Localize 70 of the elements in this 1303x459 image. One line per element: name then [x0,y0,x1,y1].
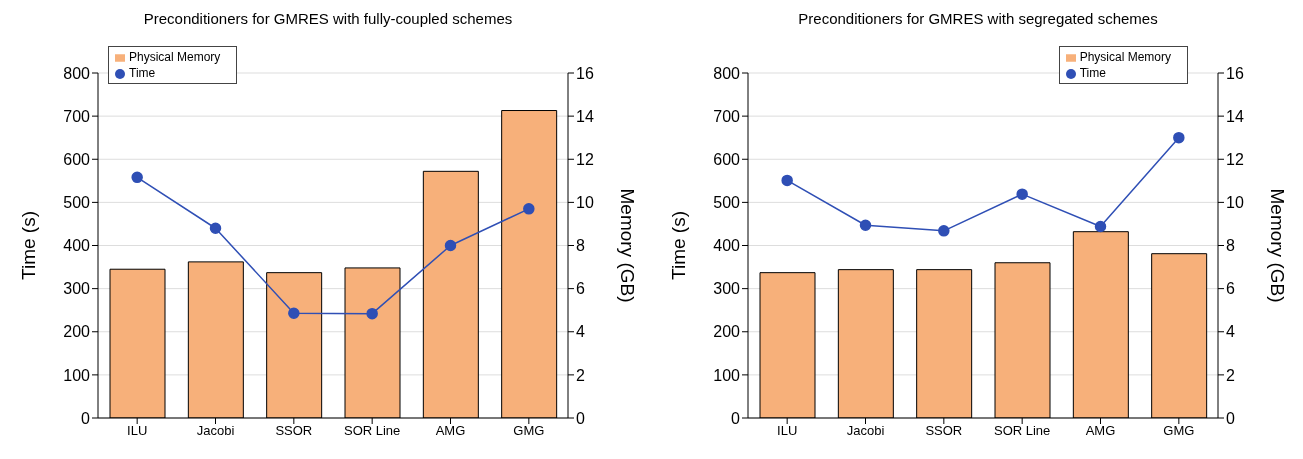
y2-tick-label: 12 [576,150,594,168]
y-tick-label: 500 [63,194,91,212]
legend-label: Physical Memory [1079,50,1171,64]
y2-tick-label: 2 [576,366,585,384]
point [1016,188,1028,200]
point [366,307,378,320]
point [209,222,222,234]
y2-tick-label: 10 [1226,194,1244,212]
y2-axis-title: Memory (GB) [617,188,639,303]
y-tick-label: 800 [713,64,741,82]
y2-tick-label: 4 [576,323,585,341]
legend-label: Time [129,66,156,80]
point [444,239,457,252]
y-tick-label: 600 [713,150,741,168]
point [1094,220,1107,233]
y2-axis-title: Memory (GB) [1267,188,1289,303]
y2-tick-label: 16 [576,64,594,82]
x-tick-label: SOR Line [993,423,1051,439]
point [523,203,535,215]
y-tick-label: 500 [713,194,741,212]
y-tick-label: 0 [81,409,91,427]
y2-tick-label: 6 [1226,280,1235,298]
y-tick-label: 600 [63,150,91,168]
y-tick-label: 100 [713,366,741,384]
x-tick-label: ILU [777,423,798,439]
y2-tick-label: 0 [576,409,585,427]
y2-tick-label: 16 [1226,64,1244,82]
point [288,307,300,319]
y2-tick-label: 4 [1226,323,1235,341]
chart-title: Preconditioners for GMRES with fully-coupled schemes [142,10,514,27]
y-tick-label: 200 [713,323,741,341]
y2-tick-label: 14 [1226,107,1244,125]
x-tick-label: SSOR [925,423,963,439]
y-tick-label: 200 [63,323,91,341]
x-tick-label: GMG [1163,423,1195,439]
y-axis-title: Time (s) [17,211,39,280]
y2-tick-label: 10 [576,194,594,212]
y2-tick-label: 8 [1226,237,1235,255]
point [938,225,950,237]
point [1173,131,1185,144]
legend-label: Time [1079,66,1106,80]
y2-tick-label: 14 [576,107,594,125]
y-tick-label: 100 [63,366,91,384]
y-tick-label: 700 [713,107,741,125]
x-tick-label: Jacobi [196,423,235,439]
y-tick-label: 400 [713,237,741,255]
y-tick-label: 700 [63,107,91,125]
y-tick-label: 0 [731,409,741,427]
y2-tick-label: 6 [576,280,585,298]
y2-tick-label: 12 [1226,150,1244,168]
x-tick-label: SOR Line [343,423,401,439]
x-tick-label: SSOR [275,423,313,439]
x-tick-label: AMG [435,423,466,439]
y-axis-title: Time (s) [667,211,689,280]
y2-tick-label: 8 [576,237,585,255]
y-tick-label: 400 [63,237,91,255]
x-tick-label: GMG [513,423,545,439]
x-tick-label: Jacobi [846,423,885,439]
y2-tick-label: 0 [1226,409,1235,427]
legend-label: Physical Memory [129,50,221,64]
y-tick-label: 300 [713,280,741,298]
x-tick-label: AMG [1085,423,1116,439]
point [131,171,143,184]
point [859,219,872,231]
y2-tick-label: 2 [1226,366,1235,384]
x-tick-label: ILU [127,423,148,439]
chart-title: Preconditioners for GMRES with segregated schemes [797,10,1159,27]
y-tick-label: 300 [63,280,91,298]
point [781,174,793,187]
y-tick-label: 800 [63,64,91,82]
